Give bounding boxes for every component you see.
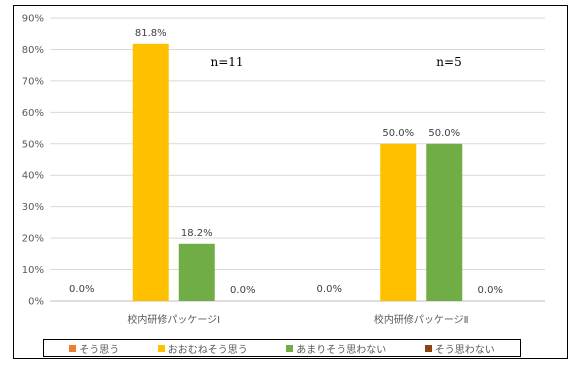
data-label: 0.0%	[317, 284, 342, 295]
legend-swatch	[157, 344, 165, 352]
y-tick-label: 40%	[22, 171, 44, 182]
y-tick-label: 20%	[22, 234, 44, 245]
legend-label: おおむねそう思う	[167, 344, 248, 356]
legend-item-amari-sou-omowanai: あまりそう思わない	[286, 341, 386, 356]
data-label: 50.0%	[428, 128, 460, 139]
data-label: 0.0%	[69, 284, 94, 295]
y-tick-label: 60%	[22, 108, 44, 119]
x-category-label: 校内研修パッケージⅠ	[127, 313, 220, 326]
chart-legend: そう思う おおむねそう思う あまりそう思わない そう思わない	[43, 339, 521, 357]
chart-frame	[13, 5, 568, 359]
sample-size-annotation: n=11	[210, 55, 243, 69]
legend-item-sou-omou: そう思う	[69, 341, 119, 356]
sample-size-annotation: n=5	[436, 55, 461, 69]
legend-item-sou-omowanai: そう思わない	[424, 341, 495, 356]
data-label: 18.2%	[181, 228, 213, 239]
bar	[178, 243, 215, 301]
legend-label: そう思う	[79, 344, 120, 356]
bar	[132, 43, 169, 301]
y-tick-label: 50%	[22, 139, 44, 150]
data-label: 50.0%	[382, 128, 414, 139]
legend-swatch	[69, 344, 77, 352]
data-label: 81.8%	[135, 28, 167, 39]
y-tick-label: 10%	[22, 265, 44, 276]
legend-swatch	[424, 344, 432, 352]
bar	[380, 143, 417, 301]
legend-item-oomune-sou-omou: おおむねそう思う	[157, 341, 248, 356]
x-category-label: 校内研修パッケージⅡ	[374, 313, 469, 326]
legend-label: あまりそう思わない	[296, 344, 387, 356]
legend-label: そう思わない	[434, 344, 495, 356]
y-tick-label: 90%	[22, 14, 44, 25]
y-tick-label: 70%	[22, 76, 44, 87]
y-tick-label: 30%	[22, 202, 44, 213]
data-label: 0.0%	[230, 285, 255, 296]
y-tick-label: 80%	[22, 45, 44, 56]
bar	[426, 143, 463, 301]
y-tick-label: 0%	[28, 297, 44, 308]
data-label: 0.0%	[478, 285, 503, 296]
legend-swatch	[286, 344, 294, 352]
